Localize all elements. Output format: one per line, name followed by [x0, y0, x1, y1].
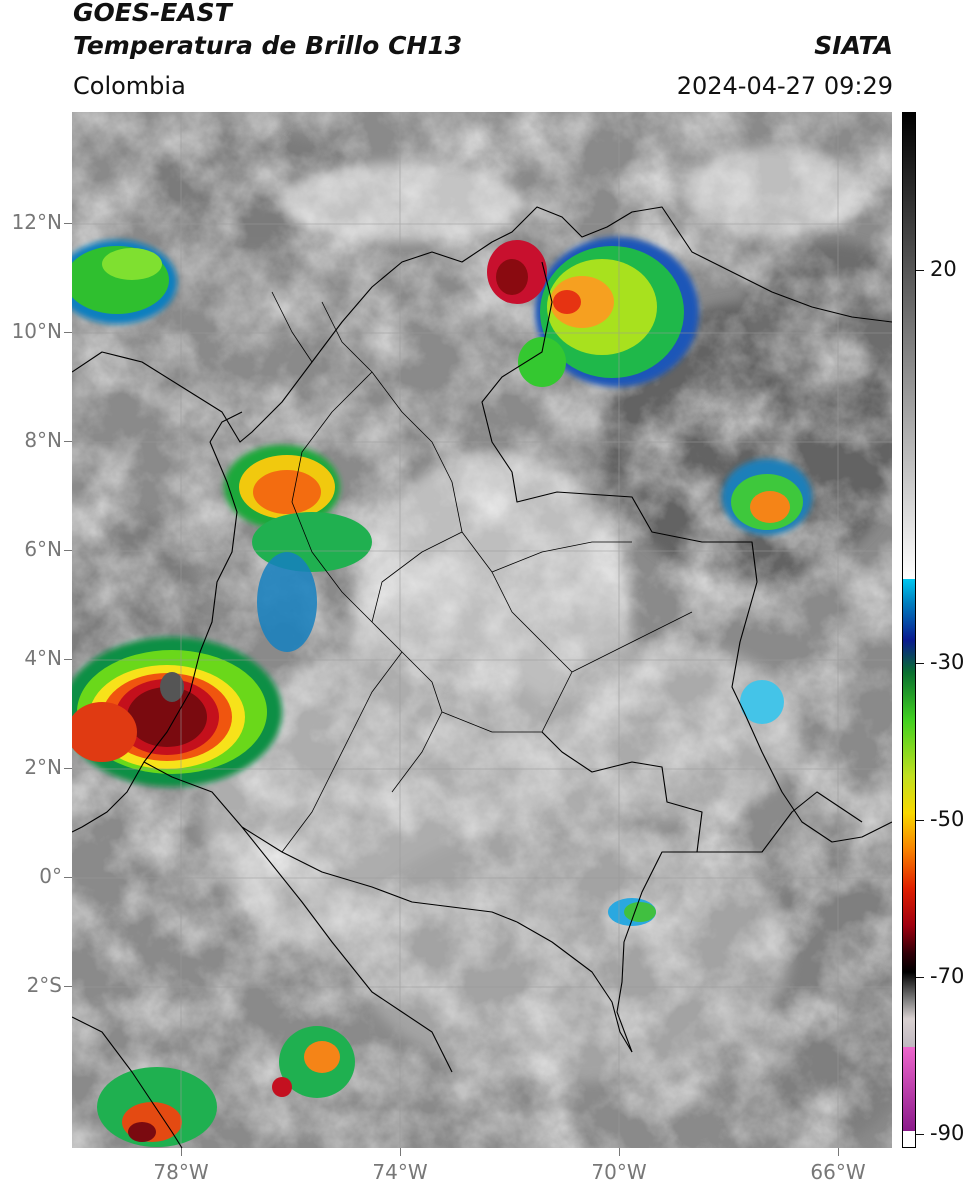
internal-divisions — [271, 291, 693, 853]
lon-tick — [838, 1148, 839, 1156]
storm-pacific — [72, 637, 282, 787]
lon-tick — [619, 1148, 620, 1156]
lat-tick — [64, 332, 72, 333]
storm-llanos — [740, 680, 784, 724]
lat-label-0: 0° — [39, 864, 62, 888]
storm-caribbean — [487, 237, 699, 387]
caribbean-coast — [72, 206, 892, 443]
colorbar-white-segment — [902, 1131, 916, 1148]
lat-tick — [64, 441, 72, 442]
colombia-peru-border — [516, 921, 633, 1053]
peru-coast — [72, 1016, 183, 1148]
storm-amazon — [608, 898, 656, 926]
lon-label-66w: 66°W — [810, 1160, 866, 1184]
lat-tick — [64, 877, 72, 878]
colombia-ecuador-border — [143, 761, 518, 923]
colorbar — [902, 112, 916, 1148]
colorbar-label-20: 20 — [930, 257, 957, 281]
colorbar-label-minus90: -90 — [930, 1121, 965, 1145]
lat-label-4n: 4°N — [24, 646, 62, 670]
ecuador-peru-border — [241, 826, 453, 1073]
lon-tick — [400, 1148, 401, 1156]
product-title: Temperatura de Brillo CH13 — [73, 31, 463, 60]
lat-tick — [64, 768, 72, 769]
lat-label-8n: 8°N — [24, 428, 62, 452]
colorbar-tick — [916, 820, 924, 821]
colorbar-tick — [916, 977, 924, 978]
lat-label-2n: 2°N — [24, 755, 62, 779]
colorbar-label-minus30: -30 — [930, 650, 965, 674]
lat-label-10n: 10°N — [11, 319, 62, 343]
colombia-brazil-border — [541, 731, 703, 1053]
cloud-texture — [72, 112, 892, 1148]
lon-tick — [181, 1148, 182, 1156]
colorbar-gray-segment — [902, 112, 916, 579]
colombia-venezuela-border — [481, 261, 892, 843]
lat-tick — [64, 223, 72, 224]
colombia-panama-border — [209, 411, 243, 443]
brazil-border-east — [697, 791, 863, 853]
colorbar-magenta-segment — [902, 1047, 916, 1131]
graticule — [72, 112, 892, 1148]
lat-label-2s: 2°S — [26, 973, 62, 997]
lon-label-74w: 74°W — [372, 1160, 428, 1184]
lat-tick — [64, 986, 72, 987]
storm-nw — [72, 240, 177, 324]
lon-label-78w: 78°W — [153, 1160, 209, 1184]
colorbar-tick — [916, 663, 924, 664]
region-label: Colombia — [73, 72, 186, 100]
colorbar-label-minus50: -50 — [930, 807, 965, 831]
pacific-coast — [72, 441, 238, 833]
boundaries — [72, 206, 892, 1148]
lat-tick — [64, 659, 72, 660]
satellite-map[interactable] — [72, 112, 892, 1148]
organization-label: SIATA — [814, 31, 893, 60]
satellite-title: GOES-EAST — [73, 0, 232, 27]
lon-label-70w: 70°W — [591, 1160, 647, 1184]
lat-label-12n: 12°N — [11, 210, 62, 234]
colorbar-tick — [916, 270, 924, 271]
lat-label-6n: 6°N — [24, 537, 62, 561]
storm-cells — [72, 237, 812, 1147]
storm-uraba — [224, 445, 372, 652]
colorbar-color-segment — [902, 579, 916, 1047]
colorbar-tick — [916, 1134, 924, 1135]
storm-venezuela-east — [722, 459, 812, 535]
datetime-label: 2024-04-27 09:29 — [676, 72, 893, 100]
lat-tick — [64, 550, 72, 551]
storm-peru — [97, 1026, 355, 1147]
colorbar-label-minus70: -70 — [930, 964, 965, 988]
